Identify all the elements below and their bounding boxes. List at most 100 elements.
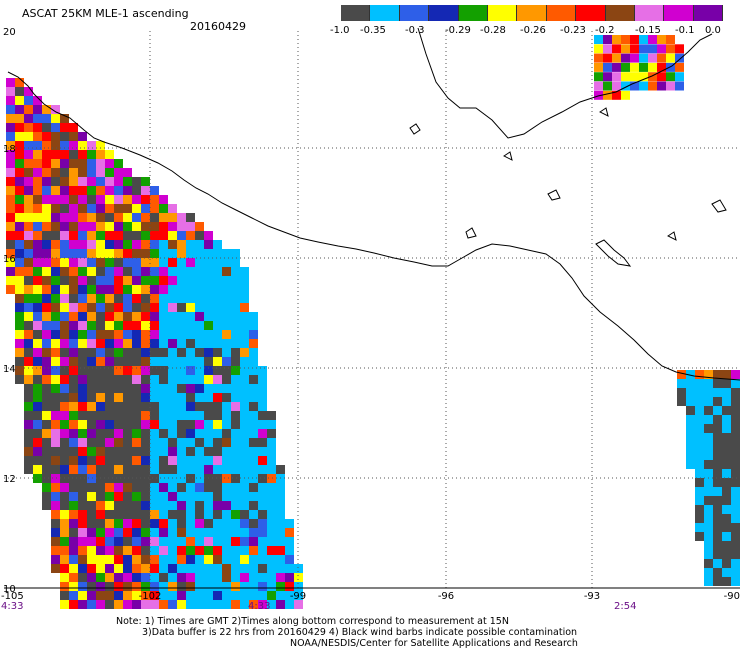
swath-cell: [132, 294, 141, 303]
swath-cell: [114, 420, 123, 429]
swath-cell: [123, 249, 132, 258]
swath-cell: [722, 442, 731, 451]
swath-cell: [42, 141, 51, 150]
swath-cell: [686, 415, 695, 424]
swath-cell: [204, 330, 213, 339]
swath-cell: [24, 222, 33, 231]
swath-cell: [141, 240, 150, 249]
color-scale-tick-label: -0.23: [560, 25, 586, 36]
swath-cell: [731, 442, 740, 451]
swath-cell: [159, 582, 168, 591]
swath-cell: [6, 240, 15, 249]
swath-cell: [24, 384, 33, 393]
swath-cell: [123, 294, 132, 303]
swath-cell: [69, 204, 78, 213]
swath-cell: [186, 312, 195, 321]
swath-cell: [87, 456, 96, 465]
swath-cell: [87, 438, 96, 447]
swath-cell: [240, 483, 249, 492]
swath-cell: [15, 294, 24, 303]
swath-cell: [114, 438, 123, 447]
swath-cell: [105, 474, 114, 483]
swath-cell: [69, 231, 78, 240]
swath-cell: [150, 285, 159, 294]
swath-cell: [240, 285, 249, 294]
swath-cell: [159, 195, 168, 204]
swath-cell: [60, 303, 69, 312]
swath-cell: [96, 348, 105, 357]
swath-cell: [204, 600, 213, 609]
swath-cell: [87, 537, 96, 546]
swath-cell: [6, 249, 15, 258]
swath-cell: [150, 249, 159, 258]
swath-cell: [87, 294, 96, 303]
swath-cell: [123, 573, 132, 582]
swath-cell: [105, 483, 114, 492]
swath-cell: [60, 267, 69, 276]
swath-cell: [105, 294, 114, 303]
swath-cell: [713, 496, 722, 505]
swath-cell: [24, 357, 33, 366]
swath-cell: [6, 276, 15, 285]
swath-cell: [276, 528, 285, 537]
swath-cell: [51, 447, 60, 456]
swath-cell: [177, 555, 186, 564]
swath-cell: [258, 447, 267, 456]
swath-cell: [168, 231, 177, 240]
swath-cell: [114, 456, 123, 465]
swath-cell: [222, 357, 231, 366]
swath-cell: [141, 411, 150, 420]
swath-cell: [69, 384, 78, 393]
swath-cell: [195, 366, 204, 375]
coastline: [7, 27, 740, 381]
swath-cell: [195, 348, 204, 357]
swath-cell: [186, 483, 195, 492]
swath-cell: [731, 424, 740, 433]
swath-cell: [51, 366, 60, 375]
swath-cell: [222, 339, 231, 348]
swath-cell: [105, 564, 114, 573]
swath-cell: [132, 366, 141, 375]
swath-cell: [695, 469, 704, 478]
swath-cell: [132, 303, 141, 312]
swath-cell: [78, 195, 87, 204]
swath-cell: [87, 447, 96, 456]
swath-cell: [159, 528, 168, 537]
swath-cell: [713, 514, 722, 523]
swath-cell: [695, 460, 704, 469]
swath-cell: [731, 514, 740, 523]
swath-cell: [195, 393, 204, 402]
swath-cell: [114, 501, 123, 510]
swath-cell: [105, 600, 114, 609]
swath-cell: [96, 321, 105, 330]
swath-cell: [141, 474, 150, 483]
swath-cell: [33, 357, 42, 366]
swath-cell: [78, 573, 87, 582]
swath-cell: [69, 330, 78, 339]
swath-cell: [87, 312, 96, 321]
swath-cell: [267, 564, 276, 573]
swath-cell: [731, 550, 740, 559]
swath-cell: [213, 456, 222, 465]
swath-cell: [123, 231, 132, 240]
swath-cell: [105, 186, 114, 195]
swath-cell: [249, 483, 258, 492]
swath-cell: [704, 388, 713, 397]
swath-cell: [51, 222, 60, 231]
swath-cell: [105, 582, 114, 591]
swath-cell: [594, 44, 603, 54]
swath-cell: [159, 384, 168, 393]
swath-cell: [231, 348, 240, 357]
swath-cell: [15, 222, 24, 231]
swath-cell: [141, 600, 150, 609]
swath-cell: [51, 321, 60, 330]
swath-cell: [123, 465, 132, 474]
swath-cell: [141, 492, 150, 501]
swath-cell: [612, 81, 621, 91]
swath-cell: [114, 177, 123, 186]
swath-cell: [204, 429, 213, 438]
swath-cell: [603, 72, 612, 82]
swath-cell: [96, 402, 105, 411]
swath-cell: [123, 330, 132, 339]
swath-cell: [105, 240, 114, 249]
